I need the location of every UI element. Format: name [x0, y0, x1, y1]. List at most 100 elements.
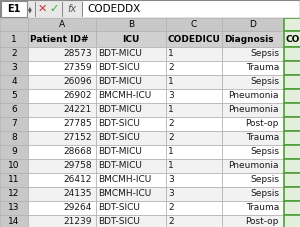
- Bar: [222, 75, 284, 89]
- Text: 1: 1: [168, 161, 174, 170]
- Text: BDT-MICU: BDT-MICU: [98, 49, 142, 59]
- Text: Sepsis: Sepsis: [250, 175, 279, 185]
- Bar: [28, 159, 96, 173]
- Text: 26096: 26096: [63, 77, 92, 86]
- Bar: [28, 103, 96, 117]
- Bar: [96, 61, 166, 75]
- Bar: [284, 117, 300, 131]
- Text: BDT-SICU: BDT-SICU: [98, 64, 140, 72]
- Bar: [28, 117, 96, 131]
- Text: 10: 10: [8, 161, 20, 170]
- Text: Sepsis: Sepsis: [250, 190, 279, 198]
- Text: BDT-MICU: BDT-MICU: [98, 106, 142, 114]
- Text: 28573: 28573: [63, 49, 92, 59]
- Text: BMCMH-ICU: BMCMH-ICU: [98, 190, 151, 198]
- Text: 2: 2: [168, 133, 174, 143]
- Bar: [166, 201, 222, 215]
- Text: E1: E1: [7, 4, 21, 14]
- Text: Post-op: Post-op: [246, 217, 279, 227]
- Bar: [222, 31, 284, 47]
- Bar: [166, 18, 222, 31]
- Bar: [0, 159, 28, 173]
- Text: 2: 2: [168, 64, 174, 72]
- Bar: [96, 89, 166, 103]
- Text: 2: 2: [11, 49, 17, 59]
- Text: 1: 1: [11, 35, 17, 44]
- Text: D: D: [250, 20, 256, 29]
- Text: Sepsis: Sepsis: [250, 148, 279, 156]
- Text: Trauma: Trauma: [246, 64, 279, 72]
- Bar: [166, 215, 222, 227]
- Bar: [222, 18, 284, 31]
- Bar: [284, 61, 300, 75]
- Bar: [222, 201, 284, 215]
- Bar: [166, 173, 222, 187]
- Bar: [166, 131, 222, 145]
- Text: CODEDDX: CODEDDX: [285, 35, 300, 44]
- Bar: [284, 75, 300, 89]
- Bar: [284, 18, 300, 31]
- Bar: [0, 145, 28, 159]
- Text: 27152: 27152: [64, 133, 92, 143]
- Text: Trauma: Trauma: [246, 133, 279, 143]
- Text: Pneumonia: Pneumonia: [229, 91, 279, 101]
- Text: BMCMH-ICU: BMCMH-ICU: [98, 175, 151, 185]
- Bar: [284, 47, 300, 61]
- Bar: [28, 61, 96, 75]
- Bar: [28, 47, 96, 61]
- Bar: [284, 201, 300, 215]
- Text: 11: 11: [8, 175, 20, 185]
- Bar: [0, 201, 28, 215]
- Bar: [222, 215, 284, 227]
- Text: 6: 6: [11, 106, 17, 114]
- Bar: [96, 187, 166, 201]
- Bar: [96, 173, 166, 187]
- Text: fx: fx: [68, 4, 76, 14]
- Text: 1: 1: [168, 49, 174, 59]
- Text: 26902: 26902: [64, 91, 92, 101]
- Bar: [96, 215, 166, 227]
- Bar: [222, 89, 284, 103]
- Bar: [166, 117, 222, 131]
- Bar: [96, 31, 166, 47]
- Bar: [96, 75, 166, 89]
- Text: 3: 3: [168, 175, 174, 185]
- Bar: [28, 131, 96, 145]
- Bar: [0, 117, 28, 131]
- Bar: [166, 75, 222, 89]
- Bar: [222, 61, 284, 75]
- Text: Pneumonia: Pneumonia: [229, 106, 279, 114]
- Bar: [0, 47, 28, 61]
- Text: 29264: 29264: [64, 203, 92, 212]
- Text: Trauma: Trauma: [246, 203, 279, 212]
- Text: 1: 1: [168, 106, 174, 114]
- Bar: [0, 18, 28, 31]
- Text: 24135: 24135: [64, 190, 92, 198]
- Bar: [284, 145, 300, 159]
- Text: 2: 2: [168, 217, 174, 227]
- Text: 1: 1: [168, 77, 174, 86]
- Bar: [222, 47, 284, 61]
- Text: BDT-MICU: BDT-MICU: [98, 148, 142, 156]
- Text: BDT-SICU: BDT-SICU: [98, 217, 140, 227]
- Bar: [96, 117, 166, 131]
- Bar: [0, 61, 28, 75]
- Text: 2: 2: [168, 203, 174, 212]
- Bar: [0, 75, 28, 89]
- Bar: [222, 117, 284, 131]
- Text: BDT-MICU: BDT-MICU: [98, 161, 142, 170]
- Text: ✓: ✓: [49, 4, 59, 14]
- Bar: [166, 31, 222, 47]
- Text: C: C: [191, 20, 197, 29]
- Bar: [0, 173, 28, 187]
- Text: 2: 2: [168, 119, 174, 128]
- Text: 9: 9: [11, 148, 17, 156]
- Text: CODEDICU: CODEDICU: [168, 35, 220, 44]
- Text: BDT-SICU: BDT-SICU: [98, 203, 140, 212]
- Bar: [284, 31, 300, 47]
- Bar: [222, 145, 284, 159]
- Text: 3: 3: [11, 64, 17, 72]
- Text: ICU: ICU: [122, 35, 140, 44]
- Bar: [166, 159, 222, 173]
- Text: 1: 1: [168, 148, 174, 156]
